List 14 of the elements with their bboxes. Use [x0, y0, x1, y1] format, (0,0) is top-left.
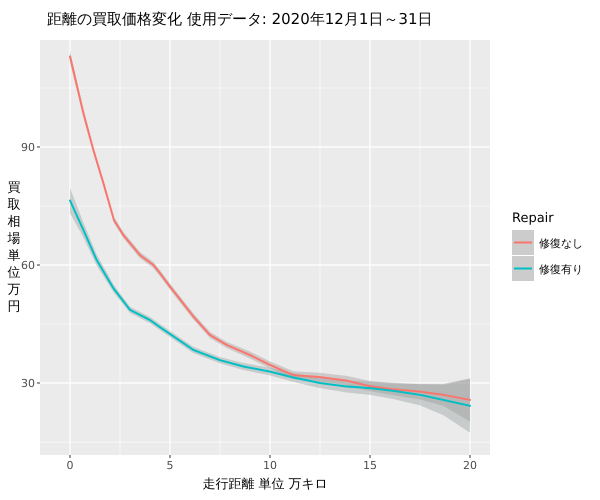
y-tick-label: 60 — [21, 259, 35, 272]
y-tick-label: 90 — [21, 140, 35, 154]
y-tick-label: 30 — [21, 377, 35, 390]
x-tick-label: 0 — [66, 459, 74, 472]
x-axis-title: 走行距離 単位 万キロ — [202, 477, 328, 492]
y-axis-title: 買取相場単位万円 — [6, 180, 20, 314]
legend-label: 修復なし — [539, 237, 583, 250]
legend-title: Repair — [512, 211, 554, 226]
x-tick-label: 15 — [363, 459, 377, 472]
x-tick-label: 5 — [166, 459, 174, 472]
x-tick-label: 20 — [463, 459, 477, 472]
x-tick-label: 10 — [263, 459, 277, 472]
legend-label: 修復有り — [539, 263, 583, 276]
chart-title: 距離の買取価格変化 使用データ: 2020年12月1日～31日 — [47, 10, 432, 28]
